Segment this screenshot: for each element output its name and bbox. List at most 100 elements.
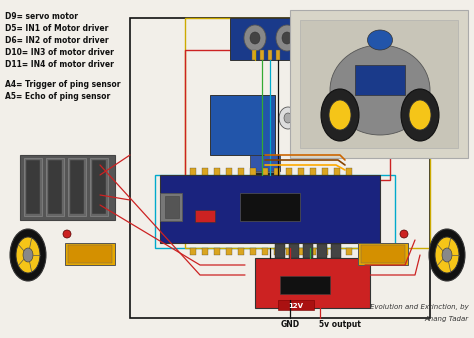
Text: 12V: 12V: [289, 303, 303, 309]
Ellipse shape: [435, 237, 459, 273]
Bar: [185, 50, 390, 180]
Bar: [250, 155, 280, 171]
Bar: [250, 168, 256, 175]
Ellipse shape: [367, 30, 392, 50]
Bar: [361, 245, 405, 263]
Text: Evolution and Extinction, by: Evolution and Extinction, by: [370, 304, 469, 310]
Bar: [262, 248, 268, 255]
Ellipse shape: [244, 25, 266, 51]
Bar: [155, 175, 395, 248]
Bar: [268, 50, 272, 60]
Ellipse shape: [429, 229, 465, 281]
Bar: [346, 168, 352, 175]
Bar: [276, 50, 280, 60]
Text: D9= servo motor: D9= servo motor: [5, 12, 78, 21]
Bar: [290, 10, 468, 158]
Bar: [195, 210, 215, 222]
Bar: [48, 160, 62, 214]
Ellipse shape: [279, 107, 297, 129]
Ellipse shape: [63, 230, 71, 238]
Text: D5= IN1 of Motor driver: D5= IN1 of Motor driver: [5, 24, 109, 33]
Bar: [46, 158, 64, 216]
Bar: [90, 158, 108, 216]
Bar: [26, 160, 40, 214]
Text: D10= IN3 of motor driver: D10= IN3 of motor driver: [5, 48, 114, 57]
Bar: [70, 160, 84, 214]
Bar: [252, 50, 256, 60]
Text: Anang Tadar: Anang Tadar: [425, 316, 469, 322]
Bar: [334, 248, 340, 255]
Bar: [346, 248, 352, 255]
Bar: [278, 300, 314, 310]
Ellipse shape: [282, 32, 292, 44]
Bar: [160, 193, 182, 221]
Ellipse shape: [401, 89, 439, 141]
Bar: [252, 172, 278, 180]
Bar: [226, 248, 232, 255]
Bar: [300, 20, 458, 148]
Bar: [286, 248, 292, 255]
Bar: [260, 50, 264, 60]
Bar: [238, 248, 244, 255]
Bar: [190, 248, 196, 255]
Bar: [20, 155, 115, 220]
Text: A4= Trigger of ping sensor: A4= Trigger of ping sensor: [5, 80, 120, 89]
Text: A5= Echo of ping sensor: A5= Echo of ping sensor: [5, 92, 110, 101]
Bar: [238, 168, 244, 175]
Ellipse shape: [10, 229, 46, 281]
Ellipse shape: [409, 100, 431, 130]
Ellipse shape: [284, 113, 292, 123]
Bar: [286, 168, 292, 175]
Bar: [262, 168, 268, 175]
Text: GND: GND: [281, 320, 300, 329]
Ellipse shape: [442, 248, 452, 262]
Bar: [165, 196, 179, 218]
Bar: [355, 65, 405, 95]
Bar: [226, 168, 232, 175]
Bar: [68, 245, 112, 263]
Bar: [274, 168, 280, 175]
Bar: [303, 244, 313, 258]
Bar: [210, 95, 275, 155]
Ellipse shape: [330, 45, 430, 135]
Bar: [289, 244, 299, 258]
Bar: [202, 168, 208, 175]
Bar: [92, 160, 106, 214]
Bar: [130, 18, 430, 318]
Bar: [322, 168, 328, 175]
Bar: [250, 248, 256, 255]
Bar: [358, 243, 408, 265]
Bar: [322, 248, 328, 255]
Bar: [310, 168, 316, 175]
Bar: [240, 193, 300, 221]
Bar: [190, 168, 196, 175]
Ellipse shape: [276, 25, 298, 51]
Text: D11= IN4 of motor driver: D11= IN4 of motor driver: [5, 60, 114, 69]
Bar: [202, 248, 208, 255]
Bar: [24, 158, 42, 216]
Bar: [214, 168, 220, 175]
Bar: [331, 244, 341, 258]
Bar: [317, 244, 327, 258]
Bar: [310, 248, 316, 255]
Ellipse shape: [329, 100, 351, 130]
Bar: [298, 168, 304, 175]
Bar: [275, 244, 285, 258]
Ellipse shape: [400, 230, 408, 238]
Bar: [280, 276, 330, 294]
Bar: [214, 248, 220, 255]
Bar: [185, 18, 430, 248]
Bar: [230, 18, 310, 60]
Ellipse shape: [16, 237, 40, 273]
Ellipse shape: [250, 32, 260, 44]
Bar: [334, 168, 340, 175]
Bar: [160, 175, 380, 243]
Bar: [255, 258, 370, 308]
Ellipse shape: [23, 248, 33, 262]
Ellipse shape: [321, 89, 359, 141]
Bar: [274, 248, 280, 255]
Text: 5v output: 5v output: [319, 320, 361, 329]
Bar: [68, 158, 86, 216]
Text: D6= IN2 of motor driver: D6= IN2 of motor driver: [5, 36, 109, 45]
Bar: [65, 243, 115, 265]
